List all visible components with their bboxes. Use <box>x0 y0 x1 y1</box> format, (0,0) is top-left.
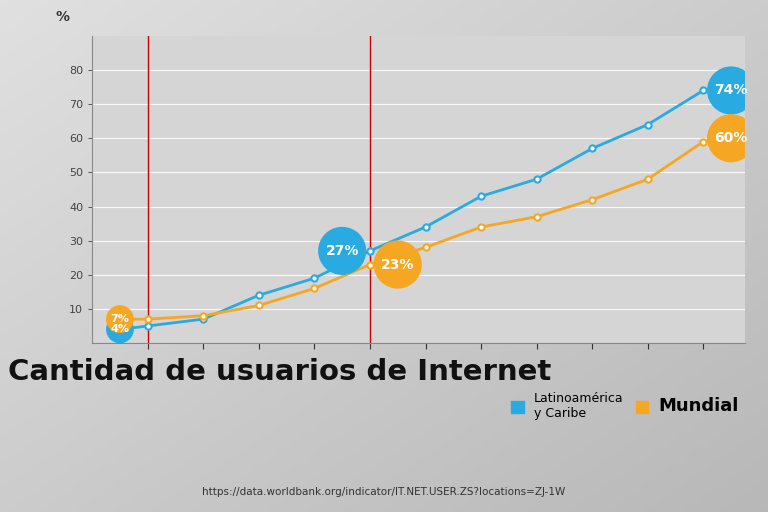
Point <box>336 247 349 255</box>
Text: Cantidad de usuarios de Internet: Cantidad de usuarios de Internet <box>8 358 551 387</box>
Point <box>725 134 737 142</box>
Point <box>114 325 126 333</box>
Text: 7%: 7% <box>111 314 129 324</box>
Point <box>114 315 126 323</box>
Text: 4%: 4% <box>111 325 130 334</box>
Text: 60%: 60% <box>714 131 748 145</box>
Text: 74%: 74% <box>714 83 748 97</box>
Text: %: % <box>56 10 70 24</box>
Legend: Latinoamérica
y Caribe, Mundial: Latinoamérica y Caribe, Mundial <box>511 392 739 420</box>
Text: 27%: 27% <box>326 244 359 258</box>
Text: 23%: 23% <box>381 258 415 271</box>
Point <box>392 261 404 269</box>
Point <box>725 87 737 95</box>
Text: https://data.worldbank.org/indicator/IT.NET.USER.ZS?locations=ZJ-1W: https://data.worldbank.org/indicator/IT.… <box>203 486 565 497</box>
